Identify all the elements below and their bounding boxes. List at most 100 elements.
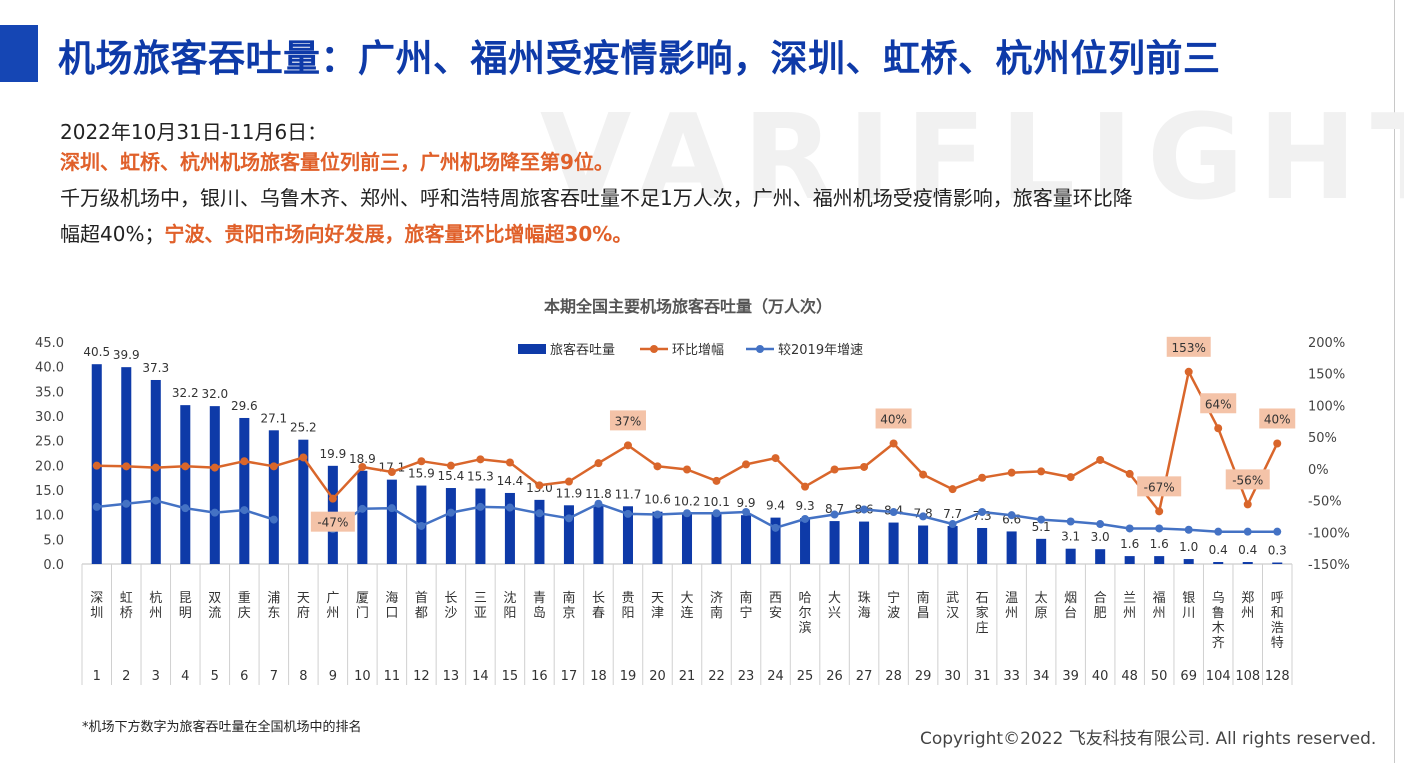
category-label-石家庄: 庄 [976,620,989,636]
yoy-2019-point [122,499,131,508]
rank-label: 3 [152,669,160,684]
category-label-珠海: 海 [858,606,871,621]
highlight-text: 深圳、虹桥、杭州机场旅客量位列前三，广州机场降至第9位。 [60,150,614,174]
category-label-兰州: 州 [1123,606,1136,621]
bar-南宁 [741,515,752,564]
bar-贵阳 [622,506,633,564]
mom-change-point [889,439,898,448]
yoy-2019-point [564,514,573,523]
y-left-tick-label: 45.0 [35,336,64,351]
bar-西安 [770,517,781,564]
category-label-三亚: 三 [474,591,487,606]
yoy-2019-point [623,509,632,518]
callout-label: -56% [1232,473,1263,487]
rank-label: 13 [443,669,460,684]
yoy-2019-point [1066,517,1075,526]
rank-label: 16 [531,669,548,684]
mom-change-point [269,462,278,471]
legend-yoy-marker [756,345,764,353]
category-label-温州: 州 [1005,606,1018,621]
category-label-首都: 都 [415,606,428,621]
category-label-昆明: 昆 [179,591,192,606]
y-right-tick-label: 100% [1308,399,1345,414]
category-label-呼和浩特: 和 [1271,606,1284,621]
yoy-2019-point [181,504,190,513]
mom-change-point [1243,500,1252,509]
bar-乌鲁木齐 [1213,562,1224,564]
callout-label: 64% [1205,397,1232,411]
category-label-太原: 太 [1035,591,1048,606]
bar-天津 [652,511,663,564]
y-left-tick-label: 10.0 [35,509,64,524]
bar-南昌 [918,525,929,564]
bar-value-label: 10.1 [703,495,730,509]
legend-label: 旅客吞吐量 [550,342,615,358]
category-label-贵阳: 贵 [621,591,634,606]
mom-change-point [919,470,928,479]
bar-烟台 [1065,548,1076,564]
category-label-长沙: 沙 [444,606,457,621]
rank-label: 10 [354,669,371,684]
mom-change-point [535,481,544,490]
mom-change-point [623,441,632,450]
category-label-呼和浩特: 浩 [1271,621,1284,636]
bar-珠海 [859,521,870,564]
category-label-大兴: 大 [828,591,841,606]
category-label-乌鲁木齐: 齐 [1212,635,1225,651]
bar-厦门 [357,470,368,564]
yoy-2019-point [742,507,751,516]
yoy-2019-point [240,506,249,515]
page-title: 机场旅客吞吐量：广州、福州受疫情影响，深圳、虹桥、杭州位列前三 [58,37,1221,80]
category-label-南京: 南 [562,590,575,606]
bar-武汉 [947,526,958,564]
rank-label: 1 [93,669,101,684]
yoy-2019-point [417,521,426,530]
category-label-青岛: 岛 [533,605,546,621]
mom-change-point [1066,473,1075,482]
callout-label: -67% [1144,480,1175,494]
category-label-珠海: 珠 [858,591,871,606]
bar-昆明 [180,405,191,564]
rank-label: 108 [1235,669,1260,684]
category-label-济南: 南 [710,605,723,621]
category-label-青岛: 青 [533,591,546,606]
category-label-西安: 西 [769,591,782,606]
bar-value-label: 9.9 [736,496,755,510]
yoy-2019-point [919,512,928,521]
category-label-合肥: 肥 [1094,606,1107,621]
bar-value-label: 0.4 [1209,543,1228,557]
mom-change-point [1155,507,1164,516]
category-label-首都: 首 [415,591,428,606]
bar-兰州 [1124,556,1135,564]
rank-label: 7 [270,669,278,684]
mom-change-point [564,477,573,486]
category-label-贵阳: 阳 [621,606,634,621]
category-label-乌鲁木齐: 乌 [1212,590,1225,606]
rank-label: 29 [915,669,932,684]
mom-change-point [742,460,751,469]
mom-change-point [328,494,337,503]
category-label-哈尔滨: 尔 [799,606,812,621]
mom-change-point [387,468,396,477]
rank-label: 30 [944,669,961,684]
category-label-武汉: 汉 [946,606,959,621]
legend-label: 较2019年增速 [778,343,863,358]
category-label-温州: 温 [1005,591,1018,606]
category-label-沈阳: 沈 [503,591,516,606]
bar-海口 [386,479,397,564]
rank-label: 27 [856,669,873,684]
y-right-tick-label: -50% [1308,495,1342,510]
bar-太原 [1036,538,1047,564]
bar-大连 [681,513,693,564]
category-label-深圳: 深 [90,591,103,606]
mom-change-point [417,457,426,466]
mom-change-point [1096,455,1105,464]
rank-label: 40 [1092,669,1109,684]
mom-change-point [122,462,131,471]
rank-label: 5 [211,669,219,684]
bar-杭州 [150,379,161,564]
yoy-2019-point [505,503,514,512]
category-label-三亚: 亚 [474,606,487,621]
mom-change-point [1184,367,1193,376]
mom-change-point [181,462,190,471]
